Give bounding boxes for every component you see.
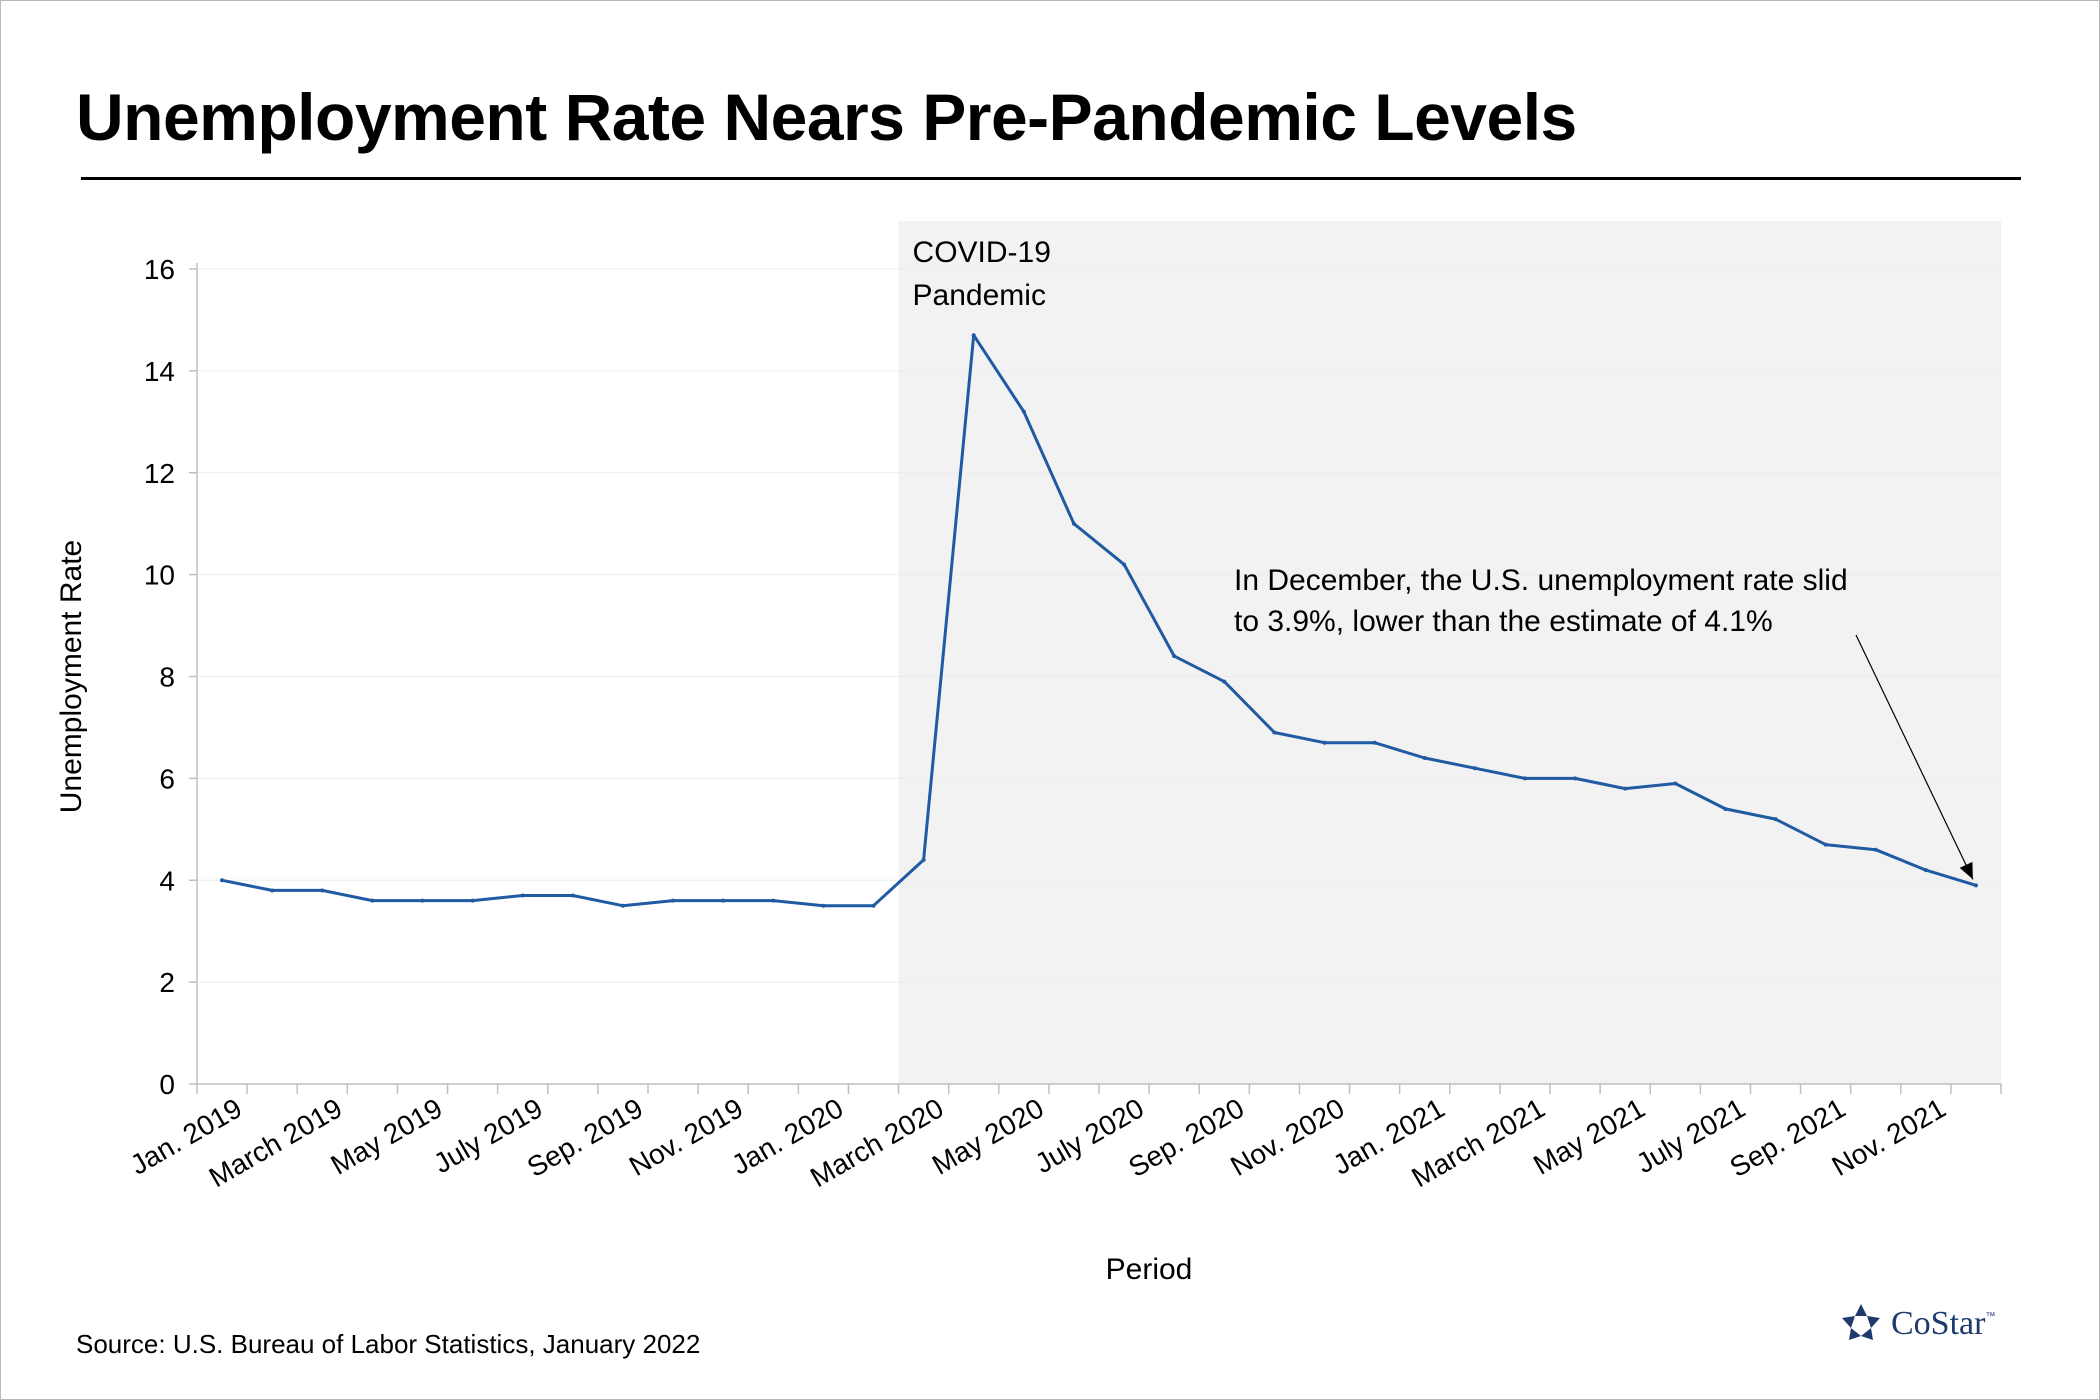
data-point xyxy=(771,898,776,903)
pandemic-shaded-region xyxy=(898,221,2001,1084)
costar-logo: CoStar ™ xyxy=(1839,1299,1995,1349)
data-point xyxy=(921,857,926,862)
data-point xyxy=(1122,562,1127,567)
data-point xyxy=(1322,740,1327,745)
x-tick-label: May 2020 xyxy=(927,1092,1049,1180)
y-tick-label: 16 xyxy=(144,254,175,285)
costar-star-icon xyxy=(1842,1304,1880,1340)
unemployment-rate-line xyxy=(221,333,1977,908)
x-tick-label: Nov. 2021 xyxy=(1827,1092,1951,1182)
x-tick-label: May 2019 xyxy=(326,1092,448,1180)
y-tick-label: 4 xyxy=(159,865,175,896)
data-point xyxy=(1021,409,1026,414)
annotation-text-line: to 3.9%, lower than the estimate of 4.1% xyxy=(1234,605,1773,638)
y-tick-label: 0 xyxy=(159,1069,175,1100)
data-point xyxy=(1623,786,1628,791)
brand-name: CoStar xyxy=(1891,1305,1986,1342)
annotation-arrow-line xyxy=(1855,634,1974,880)
x-tick-label: Sep. 2021 xyxy=(1725,1092,1851,1183)
data-point xyxy=(320,888,325,893)
data-point xyxy=(1172,654,1177,659)
data-point xyxy=(1973,883,1978,888)
brand-trademark: ™ xyxy=(1985,1311,1996,1322)
x-tick-label: May 2021 xyxy=(1528,1092,1650,1180)
data-point xyxy=(1823,842,1828,847)
x-tick-label: Sep. 2019 xyxy=(522,1092,648,1183)
data-point xyxy=(620,903,625,908)
x-tick-label: Nov. 2020 xyxy=(1225,1092,1349,1182)
y-axis-title: Unemployment Rate xyxy=(55,540,88,813)
data-point xyxy=(721,898,726,903)
data-point xyxy=(1573,776,1578,781)
annotation-text-line: In December, the U.S. unemployment rate … xyxy=(1234,564,1848,597)
data-point xyxy=(1272,730,1277,735)
data-point xyxy=(370,898,375,903)
y-tick-label: 2 xyxy=(159,967,175,998)
data-point xyxy=(1071,521,1076,526)
title-divider xyxy=(81,177,2021,180)
data-point xyxy=(470,898,475,903)
data-point xyxy=(220,878,225,883)
pandemic-label-line: COVID-19 xyxy=(913,236,1051,269)
data-point xyxy=(1873,847,1878,852)
data-point xyxy=(520,893,525,898)
annotation-arrow-head xyxy=(1959,861,1973,880)
y-tick-label: 6 xyxy=(159,763,175,794)
pandemic-label-line: Pandemic xyxy=(913,279,1046,312)
x-tick-label: Sep. 2020 xyxy=(1123,1092,1249,1183)
data-point xyxy=(671,898,676,903)
data-point xyxy=(1673,781,1678,786)
data-point xyxy=(570,893,575,898)
data-point xyxy=(1372,740,1377,745)
data-point xyxy=(821,903,826,908)
y-tick-label: 14 xyxy=(144,356,175,387)
x-axis-title: Period xyxy=(1106,1253,1193,1286)
data-point xyxy=(420,898,425,903)
data-point xyxy=(1222,679,1227,684)
data-point xyxy=(1472,766,1477,771)
y-tick-label: 8 xyxy=(159,662,175,693)
data-point xyxy=(1422,756,1427,760)
page-title: Unemployment Rate Nears Pre-Pandemic Lev… xyxy=(76,80,1577,154)
y-tick-label: 12 xyxy=(144,458,175,489)
data-point xyxy=(1773,817,1778,822)
data-point xyxy=(1522,776,1527,781)
data-point xyxy=(871,903,876,908)
data-point xyxy=(270,888,275,893)
x-tick-label: Nov. 2019 xyxy=(624,1092,748,1182)
source-note: Source: U.S. Bureau of Labor Statistics,… xyxy=(76,1329,701,1359)
data-point xyxy=(971,333,976,338)
y-tick-label: 10 xyxy=(144,560,175,591)
data-point xyxy=(1923,868,1928,873)
data-point xyxy=(1723,806,1728,811)
